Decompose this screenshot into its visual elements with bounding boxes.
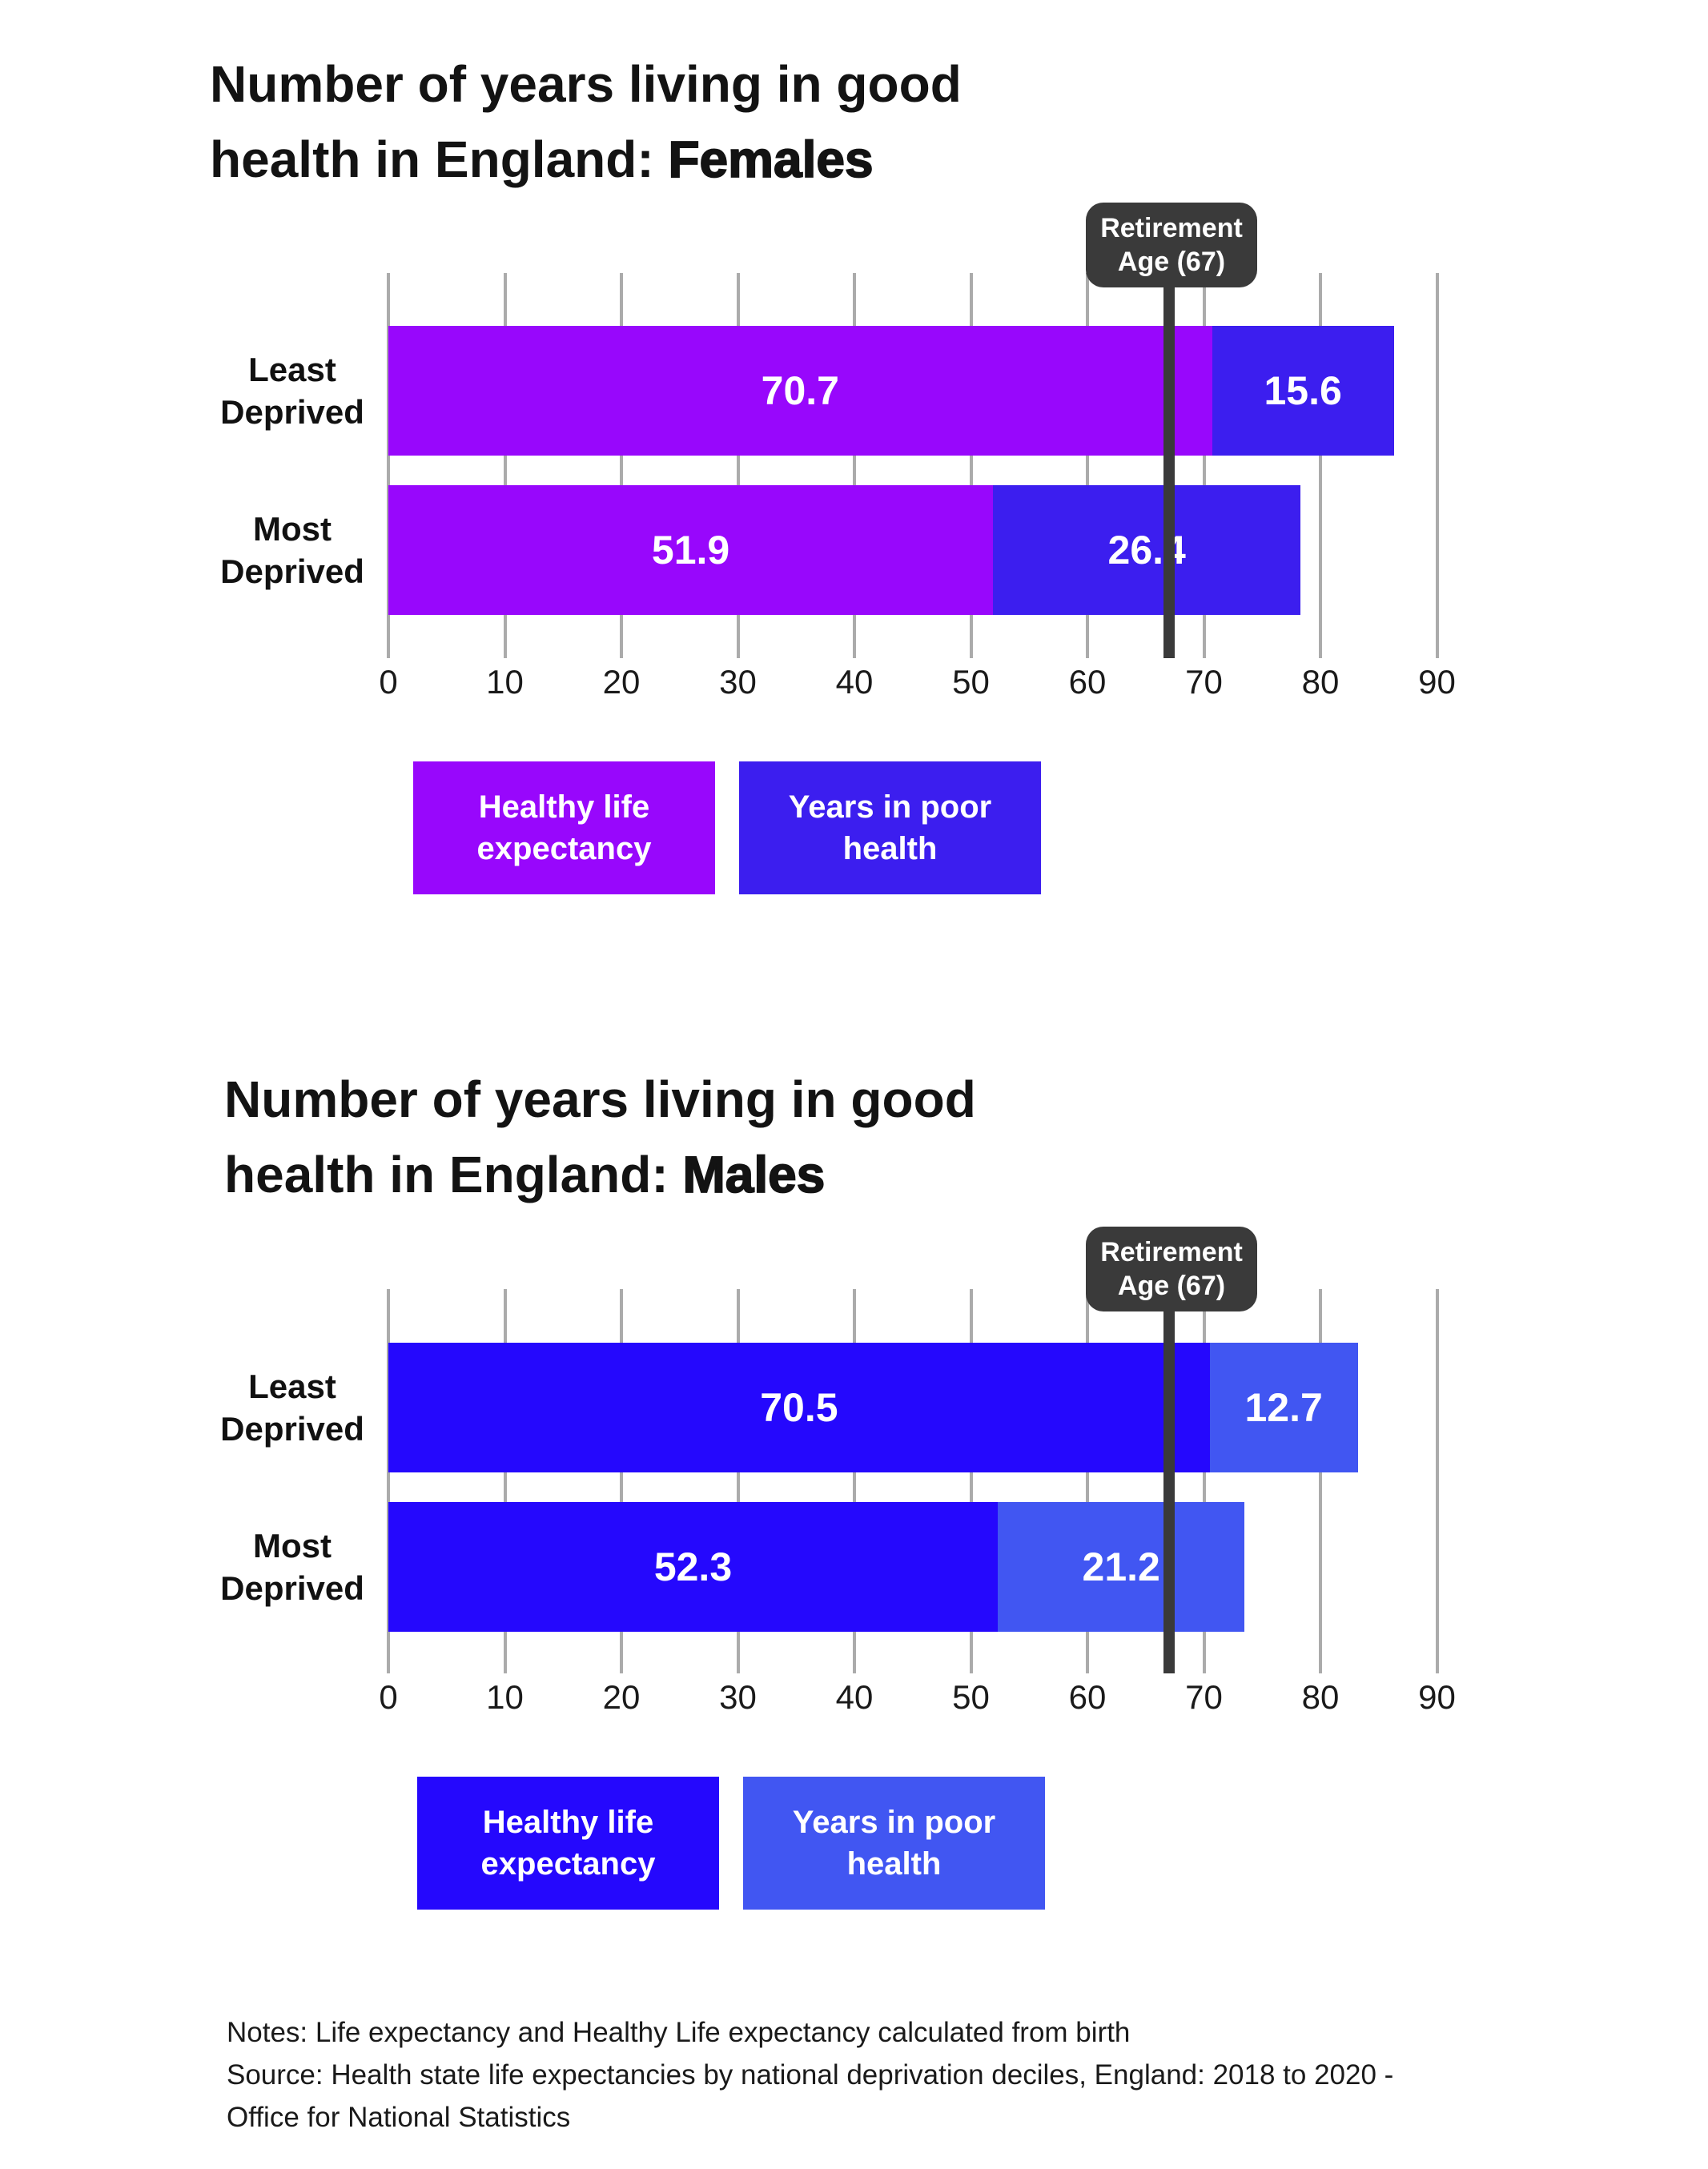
footer-notes: Notes: Life expectancy and Healthy Life …	[227, 2011, 1393, 2139]
category-label: Least Deprived	[220, 1368, 364, 1448]
gridline-x-70	[1202, 273, 1206, 658]
bar-value-label: 70.5	[760, 1385, 838, 1430]
x-axis-tick-label: 40	[835, 663, 874, 701]
legend-item-years-in-poor-health: Years in poor health	[739, 761, 1041, 894]
x-axis-tick-label: 10	[486, 663, 524, 701]
x-axis-tick-label: 0	[379, 1678, 398, 1716]
x-axis-tick-label: 80	[1301, 1678, 1340, 1716]
x-axis-tick-label: 20	[602, 1678, 641, 1716]
gridline-x-40	[853, 273, 856, 658]
notes-line: Notes: Life expectancy and Healthy Life …	[227, 2017, 1131, 2048]
gridline-x-80	[1319, 1289, 1322, 1673]
category-label: Least Deprived	[220, 351, 364, 431]
bar-segment-healthy: 51.9	[388, 485, 994, 615]
source-line: Source: Health state life expectancies b…	[227, 2059, 1394, 2091]
gridline-x-70	[1202, 1289, 1206, 1673]
category-label: Most Deprived	[220, 510, 364, 590]
x-axis-tick-label: 90	[1418, 1678, 1456, 1716]
gridline-x-90	[1435, 273, 1439, 658]
category-label: Most Deprived	[220, 1527, 364, 1607]
gridline-x-50	[969, 1289, 973, 1673]
x-axis-tick-label: 50	[952, 1678, 990, 1716]
gridline-x-0	[387, 273, 390, 658]
gridline-x-20	[620, 1289, 623, 1673]
x-axis-tick-label: 50	[952, 663, 990, 701]
legend-males: Healthy life expectancy Years in poor he…	[417, 1777, 1045, 1910]
retirement-age-line	[1163, 1303, 1175, 1673]
bar-segment-healthy: 70.7	[388, 326, 1212, 456]
x-axis-tick-label: 60	[1068, 1678, 1107, 1716]
bar-value-label: 21.2	[1082, 1544, 1160, 1589]
chart-title-females: Number of years living in good health in…	[210, 46, 962, 197]
gridline-x-50	[969, 273, 973, 658]
retirement-age-annotation: Retirement Age (67)	[1086, 203, 1257, 287]
title-line1: Number of years living in good	[224, 1070, 976, 1128]
gridline-x-10	[503, 1289, 507, 1673]
gridline-x-0	[387, 1289, 390, 1673]
legend-item-years-in-poor-health: Years in poor health	[743, 1777, 1045, 1910]
gridline-x-60	[1086, 273, 1089, 658]
bar-segment-healthy: 52.3	[388, 1502, 998, 1632]
bar-value-label: 15.6	[1264, 368, 1342, 413]
gridline-x-60	[1086, 1289, 1089, 1673]
title-emphasis: Males	[682, 1145, 826, 1204]
bar-value-label: 51.9	[651, 528, 730, 572]
gridline-x-40	[853, 1289, 856, 1673]
gridline-x-10	[503, 273, 507, 658]
x-axis-tick-label: 30	[719, 663, 757, 701]
gridline-x-90	[1435, 1289, 1439, 1673]
x-axis-tick-label: 80	[1301, 663, 1340, 701]
title-line1: Number of years living in good	[210, 55, 962, 113]
bar-value-label: 12.7	[1244, 1385, 1323, 1430]
gridline-x-80	[1319, 273, 1322, 658]
bar-segment-poor-health: 21.2	[997, 1502, 1245, 1632]
x-axis-tick-label: 10	[486, 1678, 524, 1716]
legend-item-healthy-life-expectancy: Healthy life expectancy	[413, 761, 715, 894]
x-axis-tick-label: 60	[1068, 663, 1107, 701]
bar-value-label: 70.7	[761, 368, 839, 413]
source-line-2: Office for National Statistics	[227, 2102, 571, 2133]
gridline-x-30	[736, 273, 740, 658]
x-axis-tick-label: 30	[719, 1678, 757, 1716]
x-axis-tick-label: 70	[1185, 1678, 1223, 1716]
retirement-age-annotation: Retirement Age (67)	[1086, 1227, 1257, 1311]
title-emphasis: Females	[668, 130, 874, 189]
x-axis-tick-label: 0	[379, 663, 398, 701]
retirement-age-line	[1163, 280, 1175, 658]
bar-segment-poor-health: 12.7	[1209, 1343, 1358, 1472]
legend-females: Healthy life expectancy Years in poor he…	[413, 761, 1041, 894]
x-axis-tick-label: 90	[1418, 663, 1456, 701]
bar-value-label: 52.3	[653, 1544, 733, 1589]
gridline-x-20	[620, 273, 623, 658]
legend-item-healthy-life-expectancy: Healthy life expectancy	[417, 1777, 719, 1910]
title-line2: health in England: Females	[210, 130, 874, 189]
bar-segment-healthy: 70.5	[388, 1343, 1210, 1472]
x-axis-tick-label: 20	[602, 663, 641, 701]
x-axis-tick-label: 70	[1185, 663, 1223, 701]
bar-segment-poor-health: 15.6	[1212, 326, 1394, 456]
gridline-x-30	[736, 1289, 740, 1673]
title-line2: health in England: Males	[224, 1145, 826, 1204]
chart-title-males: Number of years living in good health in…	[224, 1062, 976, 1212]
x-axis-tick-label: 40	[835, 1678, 874, 1716]
